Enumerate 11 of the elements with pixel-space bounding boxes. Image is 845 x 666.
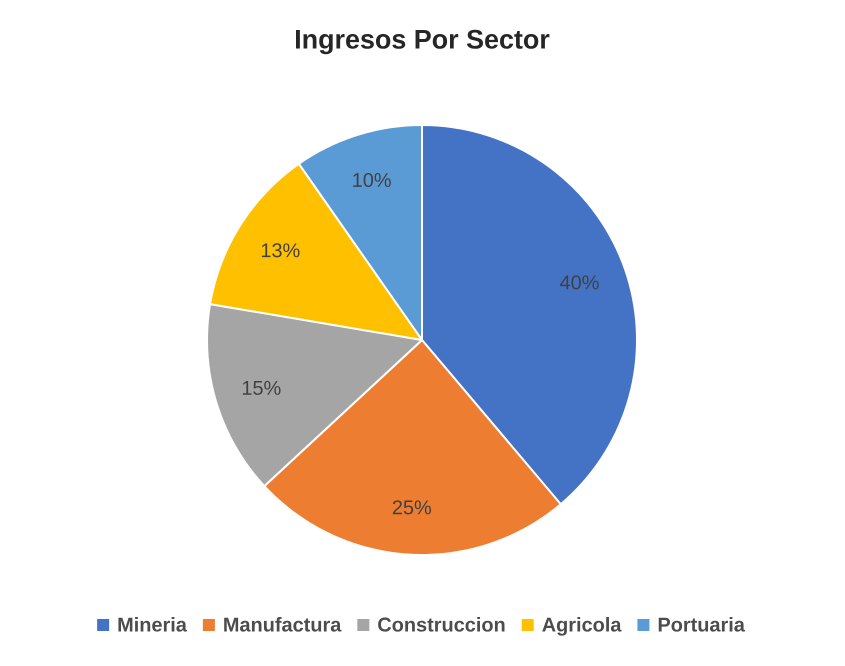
- legend-label: Portuaria: [658, 617, 746, 632]
- legend-label: Construccion: [378, 617, 504, 632]
- data-label: 25%: [392, 500, 432, 514]
- chart-title: Ingresos Por Sector: [296, 30, 550, 54]
- data-label: 10%: [353, 172, 391, 188]
- legend-label: Mineria: [118, 617, 188, 632]
- data-label: 13%: [262, 243, 300, 258]
- legend-label: Manufactura: [224, 617, 342, 632]
- legend-label: Agricola: [542, 617, 622, 636]
- data-label: 40%: [560, 275, 599, 290]
- data-label: 15%: [242, 380, 281, 395]
